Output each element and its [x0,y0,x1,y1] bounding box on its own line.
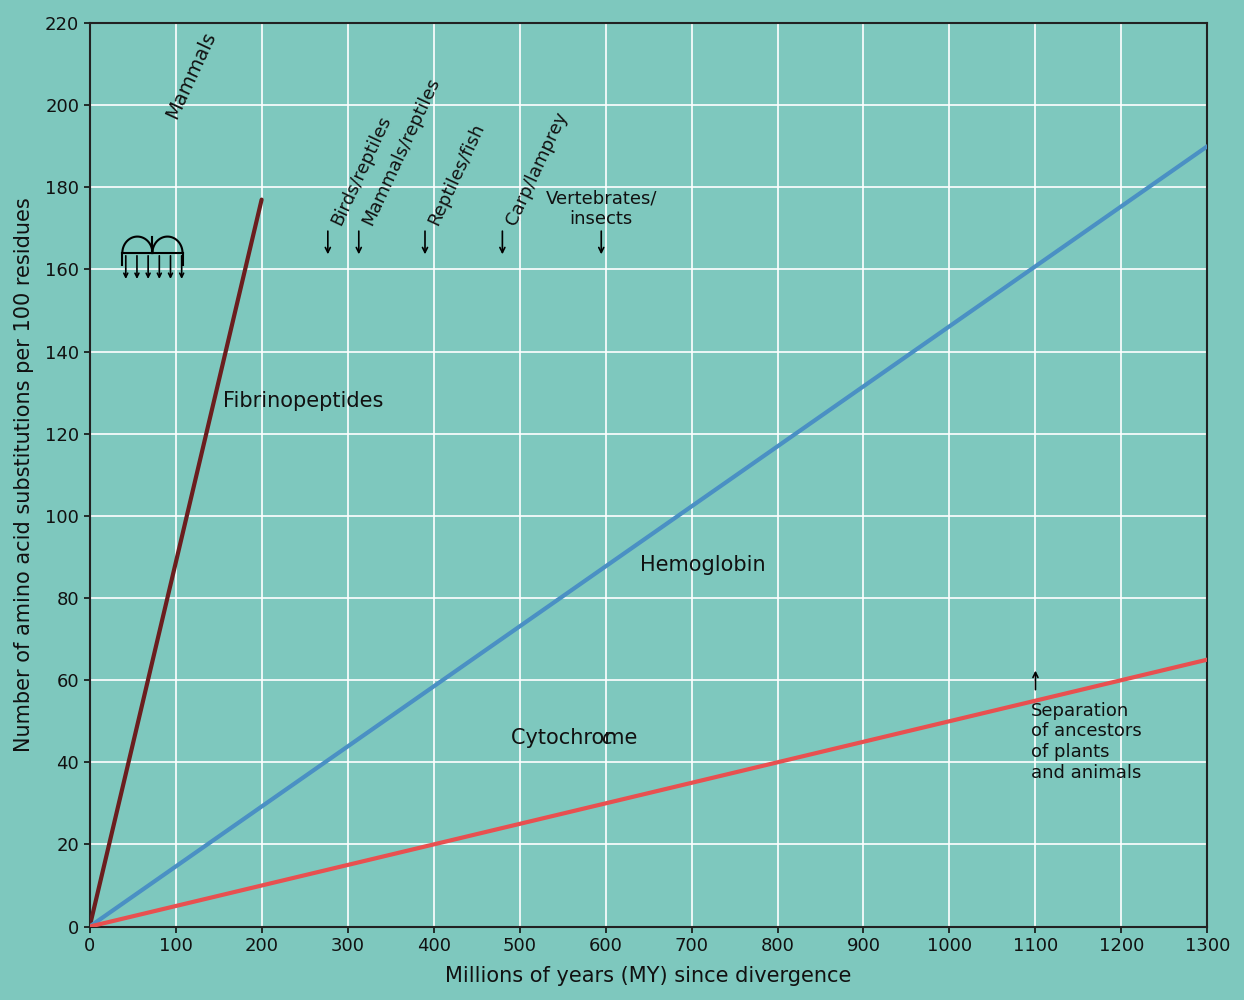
Text: Hemoglobin: Hemoglobin [639,555,765,575]
Y-axis label: Number of amino acid substitutions per 100 residues: Number of amino acid substitutions per 1… [14,197,34,752]
Text: Reptiles/fish: Reptiles/fish [425,121,488,228]
Text: Birds/reptiles: Birds/reptiles [328,113,394,228]
Text: Cytochrome: Cytochrome [511,728,644,748]
Text: Vertebrates/
insects: Vertebrates/ insects [546,190,657,228]
Text: Separation
of ancestors
of plants
and animals: Separation of ancestors of plants and an… [1031,702,1142,782]
Text: Mammals/reptiles: Mammals/reptiles [358,75,443,228]
Text: $\it{c}$: $\it{c}$ [601,728,615,748]
Text: Carp/lamprey: Carp/lamprey [503,109,571,228]
Text: Fibrinopeptides: Fibrinopeptides [223,391,383,411]
X-axis label: Millions of years (MY) since divergence: Millions of years (MY) since divergence [445,966,852,986]
Text: Mammals: Mammals [163,28,220,122]
